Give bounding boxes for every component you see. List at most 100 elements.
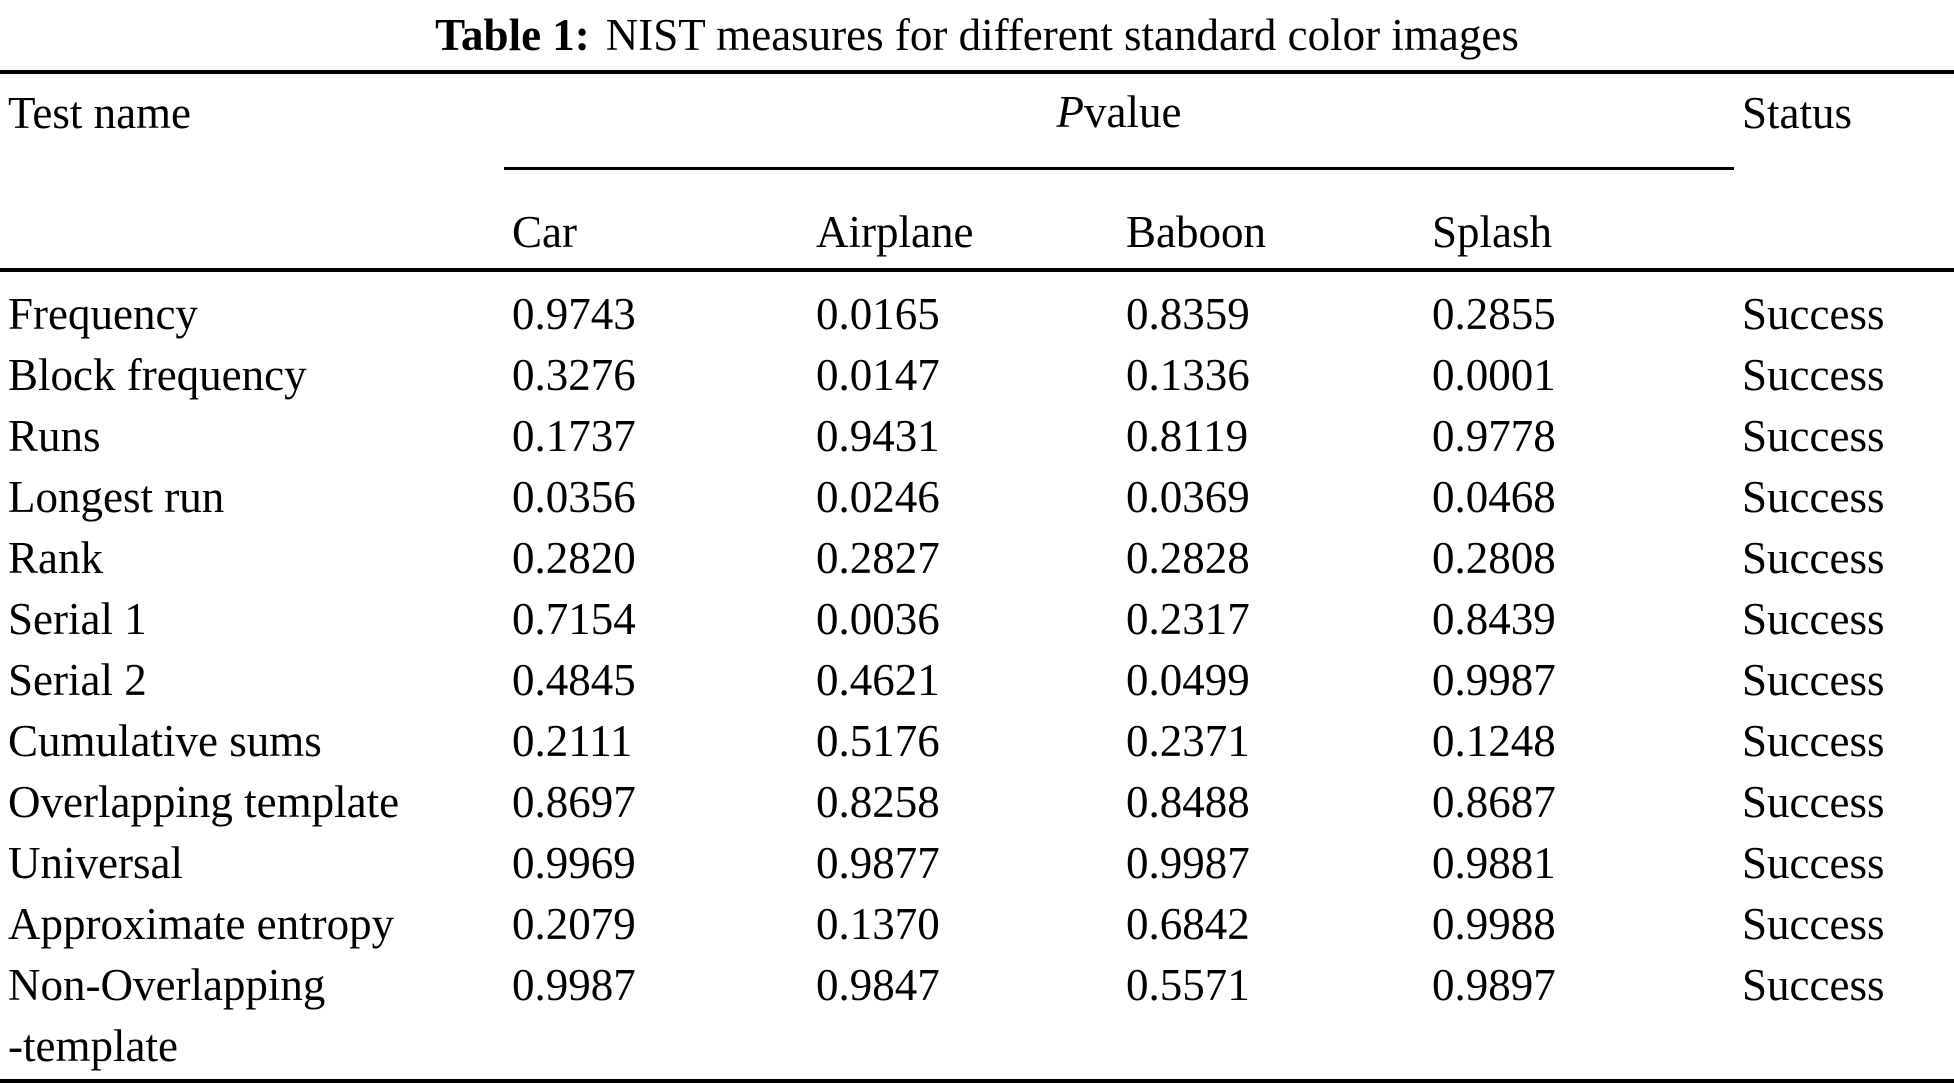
p-value-cell-splash: 0.9987 (1432, 655, 1556, 705)
test-name-cell: Block frequency (8, 350, 307, 400)
p-value-cell-splash: 0.1248 (1432, 716, 1556, 766)
p-value-cell-splash: 0.2808 (1432, 533, 1556, 583)
table-row: Longest run 0.0356 0.0246 0.0369 0.0468 … (0, 467, 1954, 528)
p-value-cell-car: 0.2111 (512, 716, 633, 766)
status-cell: Success (1742, 289, 1885, 339)
column-header-p-value: P value (504, 74, 1734, 170)
p-value-cell-baboon: 0.6842 (1126, 899, 1250, 949)
table-row: Overlapping template 0.8697 0.8258 0.848… (0, 772, 1954, 833)
p-value-rest: value (1084, 86, 1182, 137)
column-header-car: Car (512, 207, 577, 257)
column-header-baboon: Baboon (1126, 207, 1266, 257)
test-name-cell: Serial 2 (8, 655, 147, 705)
table-row: Approximate entropy 0.2079 0.1370 0.6842… (0, 894, 1954, 955)
test-name-cell: Serial 1 (8, 594, 147, 644)
p-value-cell-airplane: 0.0246 (816, 472, 940, 522)
p-value-cell-car: 0.1737 (512, 411, 636, 461)
test-name-cell: Longest run (8, 472, 225, 522)
status-cell: Success (1742, 960, 1885, 1010)
p-value-cell-splash: 0.2855 (1432, 289, 1556, 339)
status-cell: Success (1742, 350, 1885, 400)
table-body: Frequency 0.9743 0.0165 0.8359 0.2855 Su… (0, 268, 1954, 1079)
table-caption-title: NIST measures for different standard col… (605, 10, 1519, 60)
column-header-airplane: Airplane (816, 207, 974, 257)
p-value-cell-splash: 0.9778 (1432, 411, 1556, 461)
p-value-cell-car: 0.8697 (512, 777, 636, 827)
table-row: Block frequency 0.3276 0.0147 0.1336 0.0… (0, 345, 1954, 406)
p-value-cell-baboon: 0.0369 (1126, 472, 1250, 522)
p-value-cell-car: 0.3276 (512, 350, 636, 400)
p-value-cell-splash: 0.9881 (1432, 838, 1556, 888)
status-cell: Success (1742, 472, 1885, 522)
test-name-cell: Approximate entropy (8, 899, 395, 949)
p-value-cell-splash: 0.0001 (1432, 350, 1556, 400)
p-value-cell-airplane: 0.2827 (816, 533, 940, 583)
status-cell: Success (1742, 777, 1885, 827)
p-value-cell-car: 0.4845 (512, 655, 636, 705)
table-row: Cumulative sums 0.2111 0.5176 0.2371 0.1… (0, 711, 1954, 772)
p-value-cell-car: 0.0356 (512, 472, 636, 522)
table-header-row-images: Car Airplane Baboon Splash (0, 170, 1954, 268)
nist-measures-table: Test name P value Status Car Airplane Ba… (0, 70, 1954, 1083)
table-header-row-groups: Test name P value Status (0, 74, 1954, 170)
status-cell: Success (1742, 655, 1885, 705)
p-value-cell-baboon: 0.8488 (1126, 777, 1250, 827)
p-value-cell-airplane: 0.9847 (816, 960, 940, 1010)
p-value-cell-baboon: 0.0499 (1126, 655, 1250, 705)
status-cell: Success (1742, 411, 1885, 461)
p-value-cell-airplane: 0.4621 (816, 655, 940, 705)
p-value-cell-airplane: 0.0147 (816, 350, 940, 400)
p-value-cell-car: 0.9987 (512, 960, 636, 1010)
p-value-cell-car: 0.7154 (512, 594, 636, 644)
table-row: Rank 0.2820 0.2827 0.2828 0.2808 Success (0, 528, 1954, 589)
p-value-cell-splash: 0.0468 (1432, 472, 1556, 522)
table-row: Serial 1 0.7154 0.0036 0.2317 0.8439 Suc… (0, 589, 1954, 650)
p-value-cell-airplane: 0.9431 (816, 411, 940, 461)
p-value-cell-splash: 0.9988 (1432, 899, 1556, 949)
p-value-cell-baboon: 0.2828 (1126, 533, 1250, 583)
p-value-cell-baboon: 0.2317 (1126, 594, 1250, 644)
p-value-cell-baboon: 0.2371 (1126, 716, 1250, 766)
table-row: Serial 2 0.4845 0.4621 0.0499 0.9987 Suc… (0, 650, 1954, 711)
test-name-cell: Frequency (8, 289, 198, 339)
column-header-spacer (1734, 258, 1954, 268)
p-value-cell-car: 0.2079 (512, 899, 636, 949)
p-value-cell-splash: 0.8439 (1432, 594, 1556, 644)
p-value-cell-airplane: 0.9877 (816, 838, 940, 888)
p-value-cell-car: 0.2820 (512, 533, 636, 583)
p-value-cell-baboon: 0.9987 (1126, 838, 1250, 888)
column-header-splash: Splash (1432, 207, 1553, 257)
table-caption-label: Table 1: (435, 10, 590, 60)
p-value-cell-airplane: 0.0165 (816, 289, 940, 339)
status-cell: Success (1742, 533, 1885, 583)
table-row: Runs 0.1737 0.9431 0.8119 0.9778 Success (0, 406, 1954, 467)
p-value-cell-airplane: 0.8258 (816, 777, 940, 827)
table-row: Frequency 0.9743 0.0165 0.8359 0.2855 Su… (0, 284, 1954, 345)
column-header-test-name: Test name (8, 88, 192, 138)
column-header-status: Status (1742, 88, 1853, 138)
test-name-cell: Runs (8, 411, 101, 461)
status-cell: Success (1742, 899, 1885, 949)
p-value-cell-car: 0.9969 (512, 838, 636, 888)
p-value-cell-splash: 0.9897 (1432, 960, 1556, 1010)
p-value-cell-baboon: 0.8359 (1126, 289, 1250, 339)
p-value-italic-p: P (1056, 86, 1085, 137)
test-name-cell: Cumulative sums (8, 716, 322, 766)
status-cell: Success (1742, 594, 1885, 644)
column-header-spacer (0, 258, 504, 268)
p-value-cell-baboon: 0.5571 (1126, 960, 1250, 1010)
p-value-cell-airplane: 0.0036 (816, 594, 940, 644)
p-value-cell-baboon: 0.8119 (1126, 411, 1249, 461)
test-name-cell: Universal (8, 838, 183, 888)
p-value-cell-car: 0.9743 (512, 289, 636, 339)
status-cell: Success (1742, 838, 1885, 888)
p-value-cell-airplane: 0.5176 (816, 716, 940, 766)
table-row: Non-Overlapping -template 0.9987 0.9847 … (0, 955, 1954, 1077)
test-name-cell: Overlapping template (8, 777, 400, 827)
table-row: Universal 0.9969 0.9877 0.9987 0.9881 Su… (0, 833, 1954, 894)
p-value-cell-splash: 0.8687 (1432, 777, 1556, 827)
p-value-cell-airplane: 0.1370 (816, 899, 940, 949)
table-caption: Table 1: NIST measures for different stan… (0, 0, 1954, 70)
status-cell: Success (1742, 716, 1885, 766)
test-name-cell: Rank (8, 533, 103, 583)
